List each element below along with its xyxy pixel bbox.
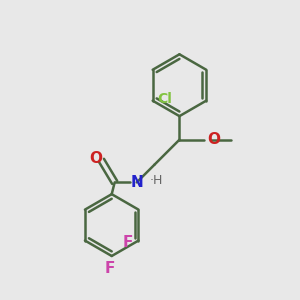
Text: O: O bbox=[207, 132, 220, 147]
Text: ·H: ·H bbox=[150, 174, 164, 188]
Text: F: F bbox=[105, 261, 116, 276]
Text: N: N bbox=[130, 175, 143, 190]
Text: F: F bbox=[123, 235, 133, 250]
Text: O: O bbox=[90, 151, 103, 166]
Text: Cl: Cl bbox=[157, 92, 172, 106]
